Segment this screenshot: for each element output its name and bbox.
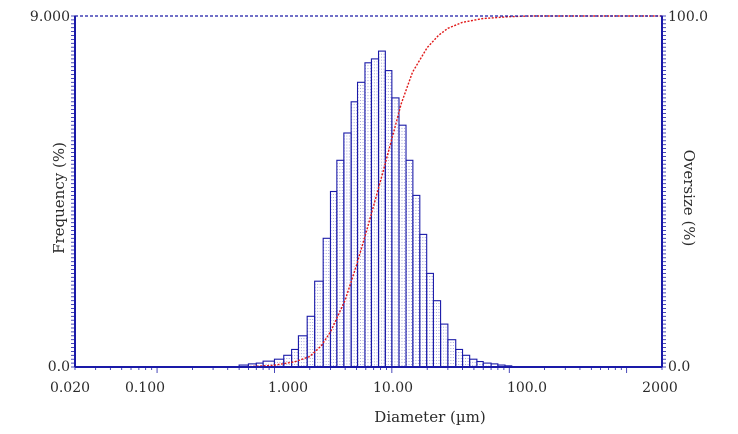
frequency-bar (343, 132, 352, 368)
frequency-bar (461, 354, 471, 368)
x-axis-title: Diameter (µm) (374, 408, 485, 426)
tick-label-x-4: 100.0 (507, 380, 547, 396)
frequency-bar (398, 124, 407, 368)
tick-label-y-right-top: 100.0 (668, 9, 708, 25)
tick-label-x-0: 0.020 (50, 380, 90, 396)
frequency-bar (440, 323, 449, 368)
frequency-bar (432, 300, 442, 368)
frequency-bar (405, 159, 414, 368)
frequency-bar (370, 58, 380, 368)
axis-ticks (71, 15, 666, 373)
y-axis-right-title: Oversize (%) (680, 150, 698, 247)
oversize-curve (239, 15, 662, 368)
tick-label-x-3: 10.00 (373, 380, 413, 396)
frequency-bar (314, 280, 324, 368)
frequency-bar (447, 339, 457, 368)
frequency-bar (377, 50, 386, 368)
plot-frame (74, 15, 663, 368)
frequency-bar (297, 335, 308, 368)
tick-label-x-5: 2000 (642, 380, 678, 396)
frequency-bar (419, 233, 428, 368)
y-axis-left-title: Frequency (%) (50, 142, 68, 254)
frequency-bar (306, 315, 316, 368)
tick-label-y-right-bottom: 0.0 (668, 359, 690, 375)
tick-label-y-left-top: 9.000 (30, 9, 70, 25)
frequency-bar (412, 194, 421, 368)
frequency-bar (350, 101, 359, 368)
frequency-bar (336, 159, 345, 368)
frequency-bar (426, 272, 434, 368)
tick-label-x-1: 0.100 (125, 380, 165, 396)
frequency-bar (273, 358, 285, 368)
frequency-bar (469, 358, 478, 368)
frequency-bar (356, 81, 366, 368)
frequency-bar (329, 190, 338, 368)
tick-label-x-2: 1.000 (268, 380, 308, 396)
frequency-bar (391, 97, 400, 368)
tick-label-y-left-bottom: 0.0 (48, 359, 70, 375)
plot-border (74, 15, 663, 368)
frequency-bar (322, 237, 332, 368)
frequency-bar (283, 354, 293, 368)
frequency-bars (238, 50, 513, 368)
oversize-curve-layer (239, 15, 662, 368)
